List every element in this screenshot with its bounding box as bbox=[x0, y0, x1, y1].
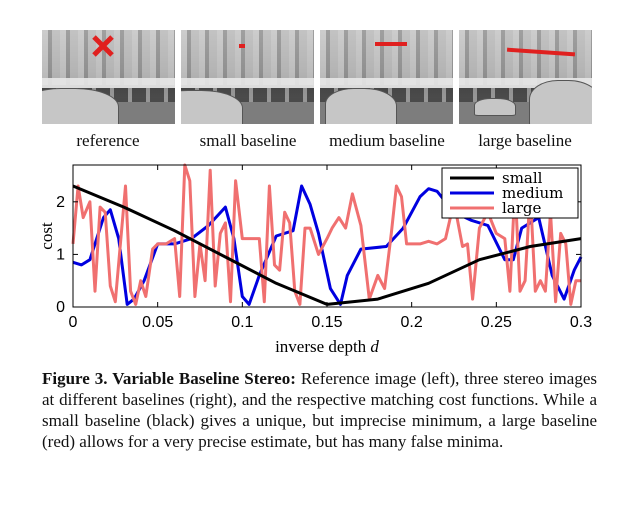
x-axis-label: inverse depth d bbox=[275, 337, 379, 356]
car bbox=[181, 90, 243, 124]
car bbox=[325, 88, 397, 124]
x-tick-label: 0.25 bbox=[481, 314, 512, 331]
cost-chart: 0 0.05 0.1 0.15 0.2 0.25 0.3 0 1 2 inverse depth … bbox=[37, 163, 592, 356]
caption-text: Reference image (left), three stereo ima… bbox=[42, 369, 597, 451]
car bbox=[474, 98, 516, 116]
series-line-large bbox=[71, 163, 581, 306]
baseline-marker bbox=[239, 44, 245, 48]
x-tick-label: 0.2 bbox=[401, 314, 423, 331]
image-label-reference: reference bbox=[76, 131, 140, 150]
baseline-marker bbox=[375, 42, 407, 46]
x-tick-label: 0.05 bbox=[142, 314, 173, 331]
y-axis-label: cost bbox=[37, 222, 56, 250]
x-tick-label: 0.15 bbox=[311, 314, 342, 331]
legend-label-large: large bbox=[502, 199, 542, 217]
reference-image bbox=[42, 30, 175, 124]
tick-group: 0 0.05 0.1 0.15 0.2 0.25 0.3 0 1 2 bbox=[56, 165, 592, 331]
small-baseline-image bbox=[181, 30, 314, 124]
y-tick-label: 2 bbox=[56, 194, 65, 211]
caption-title: Figure 3. Variable Baseline Stereo: bbox=[42, 369, 296, 388]
y-tick-label: 1 bbox=[56, 246, 65, 263]
y-tick-label: 0 bbox=[56, 299, 65, 316]
x-tick-label: 0.3 bbox=[570, 314, 592, 331]
x-tick-label: 0.1 bbox=[231, 314, 253, 331]
medium-baseline-image bbox=[320, 30, 453, 124]
legend-label-small: small bbox=[502, 169, 543, 187]
x-marker-icon bbox=[92, 35, 114, 57]
image-label-medium: medium baseline bbox=[329, 131, 445, 150]
car bbox=[529, 80, 592, 124]
figure-caption: Figure 3. Variable Baseline Stereo: Refe… bbox=[42, 368, 597, 452]
legend-label-medium: medium bbox=[502, 184, 563, 202]
car bbox=[42, 88, 119, 124]
image-label-small: small baseline bbox=[199, 131, 297, 150]
image-label-large: large baseline bbox=[478, 131, 572, 150]
large-baseline-image bbox=[459, 30, 592, 124]
x-tick-label: 0 bbox=[69, 314, 78, 331]
